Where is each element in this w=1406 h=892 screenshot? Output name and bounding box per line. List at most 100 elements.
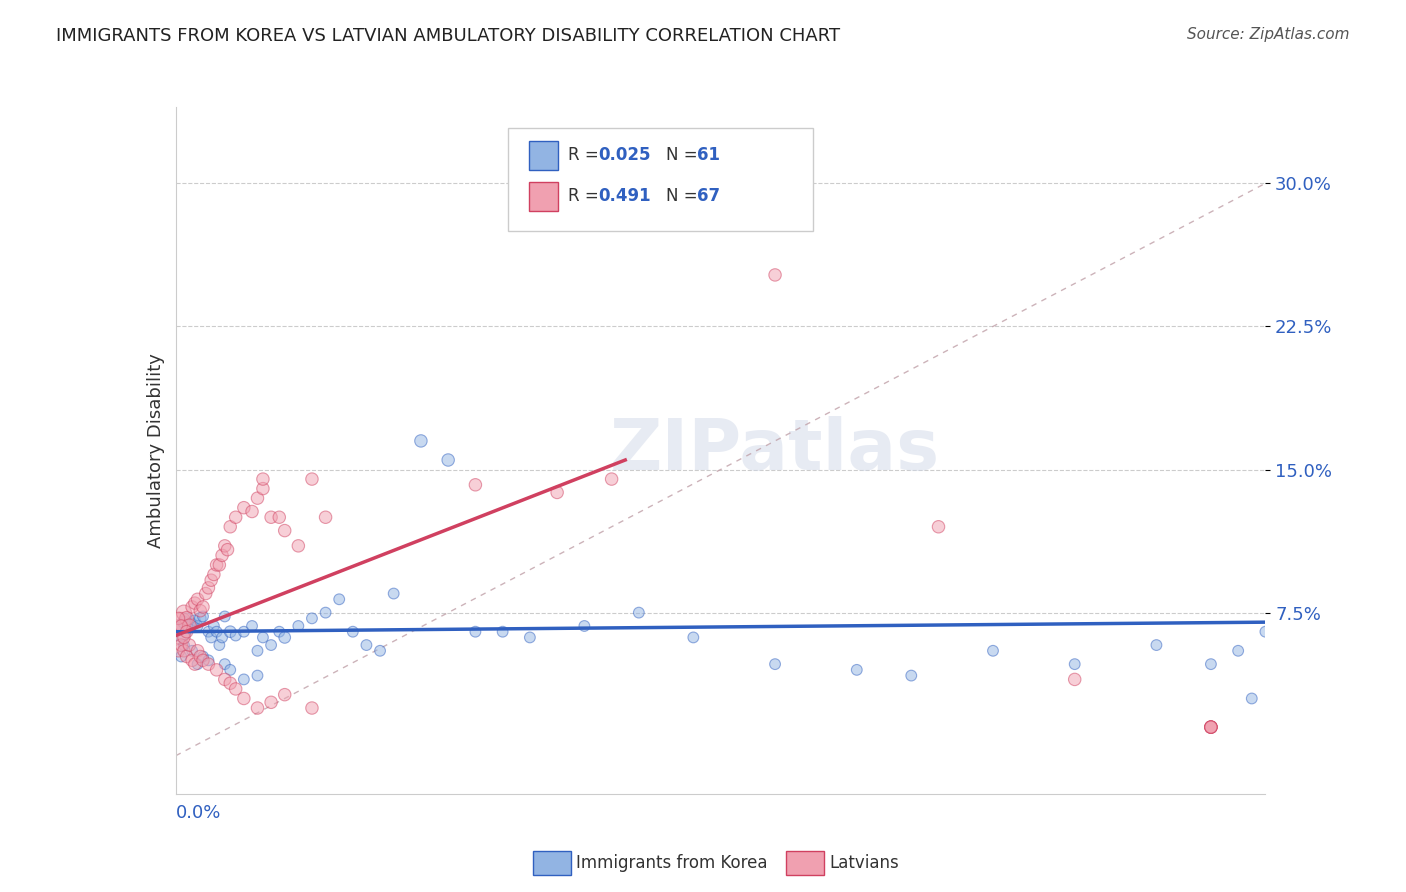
Point [763,657,786,672]
Text: Immigrants from Korea: Immigrants from Korea [576,854,768,871]
Point [682,631,704,645]
Point [197,653,219,667]
Point [981,644,1004,658]
Point [763,268,786,282]
Point [240,504,263,518]
Point [845,663,868,677]
Point [208,638,231,652]
Point [368,644,391,658]
Point [179,638,201,652]
Point [232,624,254,639]
Text: 67: 67 [696,187,720,205]
Point [464,478,486,492]
Point [1199,720,1222,734]
Point [179,619,201,633]
Point [214,657,236,672]
Point [1199,720,1222,734]
Point [269,624,291,639]
Point [202,567,225,582]
Point [170,615,193,630]
Point [208,558,231,572]
Point [197,657,219,672]
Point [173,638,195,652]
Point [274,688,297,702]
Point [217,542,239,557]
Point [184,596,207,610]
Point [269,510,291,524]
Point [519,631,541,645]
Point [252,472,274,486]
Point [246,644,269,658]
Text: R =: R = [568,187,605,205]
Point [1199,720,1222,734]
Point [627,606,650,620]
Point [274,631,297,645]
Point [219,663,242,677]
Point [252,631,274,645]
Point [170,649,193,664]
Point [167,644,190,658]
Point [191,609,214,624]
Point [197,624,219,639]
Point [176,611,198,625]
Text: N =: N = [666,187,703,205]
Point [214,673,236,687]
Point [225,510,247,524]
Point [356,638,378,652]
Point [315,606,337,620]
Point [188,649,211,664]
Point [1199,720,1222,734]
Point [1063,673,1085,687]
Point [200,573,222,587]
Point [186,619,209,633]
Point [600,472,623,486]
Point [184,657,207,672]
Point [200,631,222,645]
Point [437,453,460,467]
Point [219,624,242,639]
Point [167,624,190,639]
Point [214,539,236,553]
Point [194,586,217,600]
Text: R =: R = [568,146,605,164]
Point [188,611,211,625]
Point [173,606,195,620]
Point [170,638,193,652]
Point [315,510,337,524]
Point [205,624,228,639]
Point [181,599,204,614]
Point [176,649,198,664]
Point [173,615,195,630]
Text: IMMIGRANTS FROM KOREA VS LATVIAN AMBULATORY DISABILITY CORRELATION CHART: IMMIGRANTS FROM KOREA VS LATVIAN AMBULAT… [56,27,841,45]
Point [179,619,201,633]
Point [170,619,193,633]
Point [274,524,297,538]
Point [176,611,198,625]
Point [214,609,236,624]
Point [260,695,283,709]
Text: Latvians: Latvians [830,854,900,871]
Point [173,631,195,645]
Point [928,520,950,534]
Point [167,611,190,625]
Text: 0.025: 0.025 [599,146,651,164]
Point [301,611,323,625]
Point [287,539,309,553]
Point [188,604,211,618]
Point [219,676,242,690]
Point [205,663,228,677]
Point [260,638,283,652]
Point [1199,720,1222,734]
Point [225,681,247,696]
Point [342,624,364,639]
Y-axis label: Ambulatory Disability: Ambulatory Disability [146,353,165,548]
Point [240,619,263,633]
Point [225,628,247,642]
Point [246,668,269,682]
FancyBboxPatch shape [508,128,813,231]
Point [184,613,207,627]
Point [301,701,323,715]
Point [211,549,233,563]
Point [382,586,405,600]
Point [409,434,432,448]
